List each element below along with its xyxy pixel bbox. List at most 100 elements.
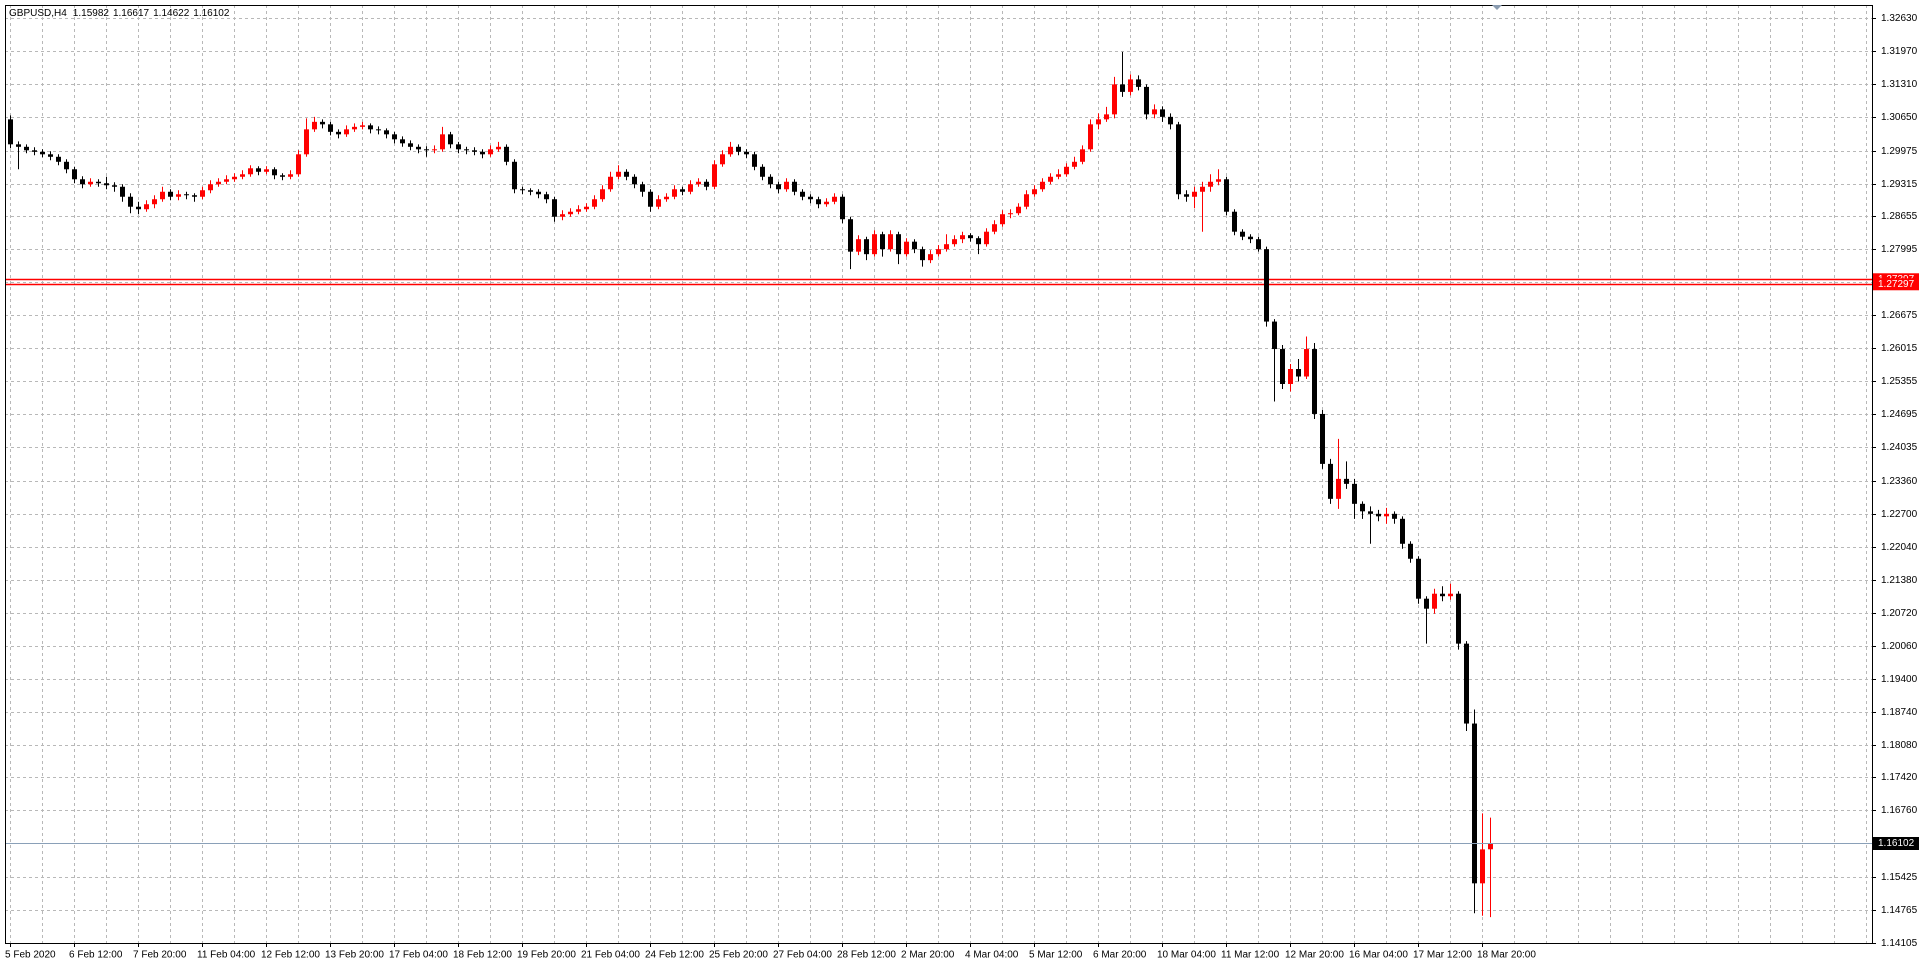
candle-body [752,154,757,167]
candle-body [336,131,341,135]
x-tick-label: 13 Feb 20:00 [325,950,384,961]
candle-body [160,191,165,200]
y-tick-label: 1.17420 [1881,772,1918,783]
open-value: 1.15982 [73,8,110,19]
candle-body [896,234,901,255]
candle-body [1224,179,1229,212]
candle-body [1248,236,1253,240]
candle-body [280,175,285,177]
candle-body [72,169,77,180]
candle-body [256,168,261,172]
candle-body [944,244,949,250]
candle-body [1024,194,1029,207]
y-tick-label: 1.26015 [1881,343,1918,354]
candle-body [144,204,149,210]
candle-body [784,181,789,190]
y-tick-label: 1.32630 [1881,13,1918,24]
candle-body [632,176,637,185]
candle-body [704,181,709,187]
candle-body [1032,189,1037,195]
candle-body [88,181,93,185]
candle-body [1184,194,1189,197]
candle-body [1368,511,1373,514]
candle-body [1320,413,1325,464]
candle-body [984,231,989,245]
candle-body [80,179,85,185]
candle-body [1440,593,1445,597]
candle-body [1464,643,1469,724]
candle-body [152,199,157,205]
candle-body [8,119,13,145]
candle-body [656,199,661,207]
y-tick-label: 1.26675 [1881,310,1918,321]
candle-body [240,174,245,177]
candle-body [1208,181,1213,187]
candle-body [768,176,773,185]
candle-body [880,234,885,250]
candle-body [96,181,101,184]
y-tick-label: 1.23360 [1881,476,1918,487]
y-tick-label: 1.21380 [1881,575,1918,586]
candle-body [720,154,725,165]
candle-body [320,121,325,125]
candle-body [760,166,765,177]
candle-body [56,156,61,162]
candle-body [384,130,389,135]
candle-body [1296,369,1301,377]
candle-body [1112,84,1117,115]
candle-body [552,199,557,217]
candle-body [712,164,717,187]
candle-body [264,169,269,172]
candle-body [1120,84,1125,92]
candle-body [856,239,861,252]
candle-body [32,150,37,152]
candle-body [544,194,549,200]
x-tick-label: 5 Feb 2020 [5,950,56,961]
x-tick-label: 17 Mar 12:00 [1413,950,1472,961]
candle-body [48,154,53,157]
level-label: 1.27297 [1878,279,1915,290]
x-tick-label: 11 Feb 04:00 [197,950,256,961]
candle-body [1080,149,1085,162]
candle-body [496,146,501,150]
candle-body [184,194,189,196]
x-tick-label: 17 Feb 04:00 [389,950,448,961]
candle-body [1216,179,1221,182]
x-tick-label: 18 Mar 20:00 [1477,950,1536,961]
candle-body [1480,849,1485,884]
candle-body [472,150,477,152]
candle-body [672,189,677,197]
y-tick-label: 1.24695 [1881,409,1918,420]
candle-body [888,234,893,250]
candle-body [368,125,373,130]
candle-body [1344,478,1349,484]
candle-body [432,149,437,151]
candle-body [112,185,117,187]
candle-body [304,129,309,155]
y-tick-label: 1.14105 [1881,938,1918,949]
candle-body [1200,186,1205,192]
candle-body [1232,211,1237,232]
candle-body [864,239,869,255]
candle-body [920,249,925,261]
x-tick-label: 19 Feb 20:00 [517,950,576,961]
candle-body [936,249,941,255]
candle-body [1144,86,1149,115]
y-tick-label: 1.27995 [1881,244,1918,255]
candle-body [728,146,733,155]
candle-body [344,129,349,135]
candle-body [576,209,581,212]
y-tick-label: 1.24035 [1881,442,1918,453]
candle-body [1128,79,1133,92]
candle-body [616,171,621,177]
candle-body [448,134,453,145]
candle-body [392,134,397,140]
candle-body [568,211,573,215]
candle-body [1416,558,1421,599]
y-tick-label: 1.14765 [1881,905,1918,916]
candle-body [480,151,485,155]
candle-body [136,206,141,210]
candle-body [536,191,541,195]
candle-body [464,149,469,151]
